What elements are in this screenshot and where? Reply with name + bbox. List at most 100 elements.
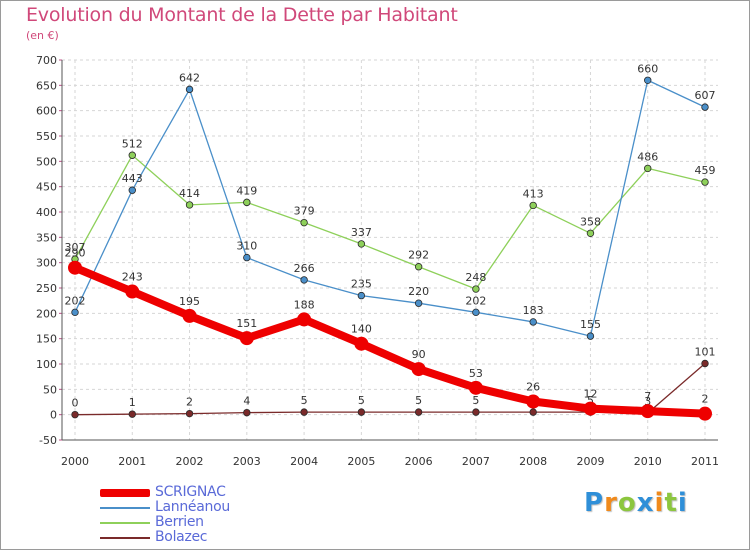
data-point <box>583 401 598 416</box>
logo-letter: r <box>604 488 618 518</box>
data-label: 202 <box>465 294 486 307</box>
data-point <box>529 318 537 326</box>
data-point <box>300 218 308 227</box>
y-tick-label: 500 <box>36 155 57 168</box>
data-point <box>357 240 366 248</box>
data-point <box>300 276 308 284</box>
logo-letter: i <box>654 488 665 518</box>
data-label: 155 <box>580 318 601 331</box>
data-point <box>243 408 251 417</box>
y-tick-label: 0 <box>50 409 57 422</box>
y-tick-label: 550 <box>36 130 57 143</box>
legend-item: Lannéanou <box>100 500 260 515</box>
x-tick-label: 2004 <box>290 455 318 468</box>
data-label: 183 <box>523 304 544 317</box>
data-label: 5 <box>587 394 594 407</box>
data-label: 512 <box>122 137 143 150</box>
data-point <box>128 410 136 418</box>
proxiti-logo: Proxiti <box>584 488 688 518</box>
y-tick-label: 350 <box>36 231 57 244</box>
x-tick-label: 2003 <box>233 455 261 468</box>
logo-letter: P <box>584 488 605 518</box>
legend-label: SCRIGNAC <box>155 484 226 500</box>
data-point <box>529 408 537 416</box>
data-point <box>357 408 366 416</box>
data-label: 2 <box>186 396 193 409</box>
data-label: 202 <box>65 294 86 307</box>
data-point <box>701 178 709 186</box>
legend-item: Bolazec <box>100 530 260 545</box>
data-label: 2 <box>702 393 709 406</box>
data-label: 379 <box>294 205 315 218</box>
logo-letter: o <box>617 488 637 518</box>
data-point <box>357 291 366 300</box>
data-point <box>243 198 251 207</box>
data-label: 3 <box>644 395 651 408</box>
data-point <box>68 260 82 275</box>
data-label: 660 <box>637 62 658 75</box>
data-point <box>644 164 652 173</box>
data-point <box>354 336 369 351</box>
y-tick-label: 700 <box>36 54 57 67</box>
data-label: 220 <box>408 285 429 298</box>
data-label: 235 <box>351 278 372 291</box>
data-label: 5 <box>472 394 479 407</box>
data-label: 243 <box>122 271 143 284</box>
data-label: 607 <box>695 89 716 102</box>
y-tick-label: 100 <box>36 358 57 371</box>
x-tick-label: 2010 <box>634 455 662 468</box>
data-label: 443 <box>122 172 143 185</box>
x-tick-label: 2011 <box>691 455 719 468</box>
y-tick-label: 50 <box>43 383 57 396</box>
data-label: 4 <box>243 395 250 408</box>
legend: SCRIGNAC Lannéanou Berrien Bolazec <box>100 485 260 545</box>
data-label: 101 <box>695 345 716 358</box>
logo-letter: i <box>677 488 688 518</box>
data-point <box>414 263 423 271</box>
y-tick-label: -50 <box>39 434 57 447</box>
data-point <box>472 308 480 317</box>
y-tick-label: 150 <box>36 333 57 346</box>
x-tick-label: 2001 <box>118 455 146 468</box>
data-label: 413 <box>523 187 544 200</box>
plot-area <box>62 60 718 440</box>
data-point <box>586 229 595 237</box>
data-point <box>411 362 426 377</box>
data-point <box>71 308 79 317</box>
data-label: 248 <box>465 271 486 284</box>
data-point <box>243 253 251 262</box>
data-point <box>644 76 652 84</box>
data-point <box>472 285 480 293</box>
data-label: 0 <box>72 397 79 410</box>
data-label: 419 <box>236 184 257 197</box>
data-point <box>239 331 254 346</box>
legend-swatch <box>100 489 150 497</box>
legend-swatch <box>100 507 150 509</box>
data-point <box>640 404 655 419</box>
data-point <box>529 201 537 210</box>
legend-label: Berrien <box>155 514 204 530</box>
data-label: 26 <box>526 380 540 393</box>
series-line-scrignac <box>71 263 709 418</box>
unit-label: (en €) <box>26 29 59 42</box>
data-label: 358 <box>580 215 601 228</box>
x-tick-label: 2007 <box>462 455 490 468</box>
data-point <box>297 312 312 327</box>
data-point <box>71 410 79 419</box>
x-tick-label: 2008 <box>519 455 547 468</box>
data-point <box>182 308 197 323</box>
data-point <box>586 332 595 340</box>
x-tick-label: 2009 <box>576 455 604 468</box>
data-label: 7 <box>644 390 651 403</box>
y-tick-label: 600 <box>36 105 57 118</box>
legend-item: Berrien <box>100 515 260 530</box>
y-tick-label: 250 <box>36 282 57 295</box>
data-label: 459 <box>695 164 716 177</box>
x-tick-label: 2005 <box>347 455 375 468</box>
data-point <box>414 299 423 307</box>
data-point <box>414 408 423 416</box>
data-label: 5 <box>415 394 422 407</box>
y-tick-label: 300 <box>36 257 57 270</box>
data-label: 12 <box>583 388 597 401</box>
